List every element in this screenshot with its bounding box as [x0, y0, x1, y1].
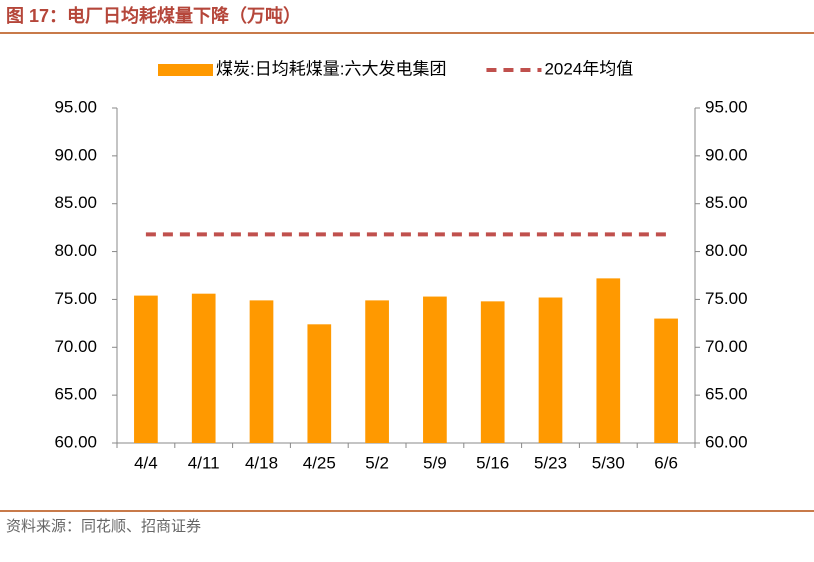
bar: [596, 278, 621, 443]
bar: [654, 318, 678, 443]
bar: [191, 293, 216, 443]
y-tick-label: 90.00: [54, 145, 97, 164]
legend-swatch: [158, 64, 213, 76]
y2-tick-label: 85.00: [705, 193, 748, 212]
y-tick-label: 65.00: [54, 385, 97, 404]
y2-tick-label: 75.00: [705, 289, 748, 308]
legend-label: 煤炭:日均耗煤量:六大发电集团: [216, 59, 446, 78]
x-tick-label: 5/2: [365, 453, 389, 472]
y2-tick-label: 90.00: [705, 145, 748, 164]
y-tick-label: 85.00: [54, 193, 97, 212]
y2-tick-label: 70.00: [705, 337, 748, 356]
x-tick-label: 4/25: [303, 453, 336, 472]
bar: [365, 300, 389, 443]
bar: [538, 297, 563, 443]
bar: [134, 295, 158, 443]
y-tick-label: 60.00: [54, 432, 97, 451]
bar: [480, 301, 505, 443]
x-tick-label: 4/4: [134, 453, 158, 472]
source: 资料来源：同花顺、招商证券: [6, 518, 201, 535]
x-tick-label: 4/11: [188, 453, 220, 472]
y-tick-label: 70.00: [54, 337, 97, 356]
legend-label: 2024年均值: [544, 59, 633, 78]
y-tick-label: 95.00: [54, 97, 97, 116]
x-tick-label: 4/18: [245, 453, 278, 472]
bar: [249, 300, 274, 443]
x-tick-label: 5/23: [534, 453, 567, 472]
y-tick-label: 80.00: [54, 241, 97, 260]
y2-tick-label: 95.00: [705, 97, 748, 116]
y2-tick-label: 80.00: [705, 241, 748, 260]
chart-title: 图 17：电厂日均耗煤量下降（万吨）: [6, 5, 301, 26]
x-tick-label: 5/9: [423, 453, 447, 472]
x-tick-label: 5/30: [592, 453, 625, 472]
bar: [307, 324, 332, 443]
x-tick-label: 6/6: [654, 453, 678, 472]
y2-tick-label: 65.00: [705, 385, 748, 404]
y2-tick-label: 60.00: [705, 432, 748, 451]
x-tick-label: 5/16: [476, 453, 509, 472]
bar: [423, 296, 447, 443]
y-tick-label: 75.00: [54, 289, 97, 308]
